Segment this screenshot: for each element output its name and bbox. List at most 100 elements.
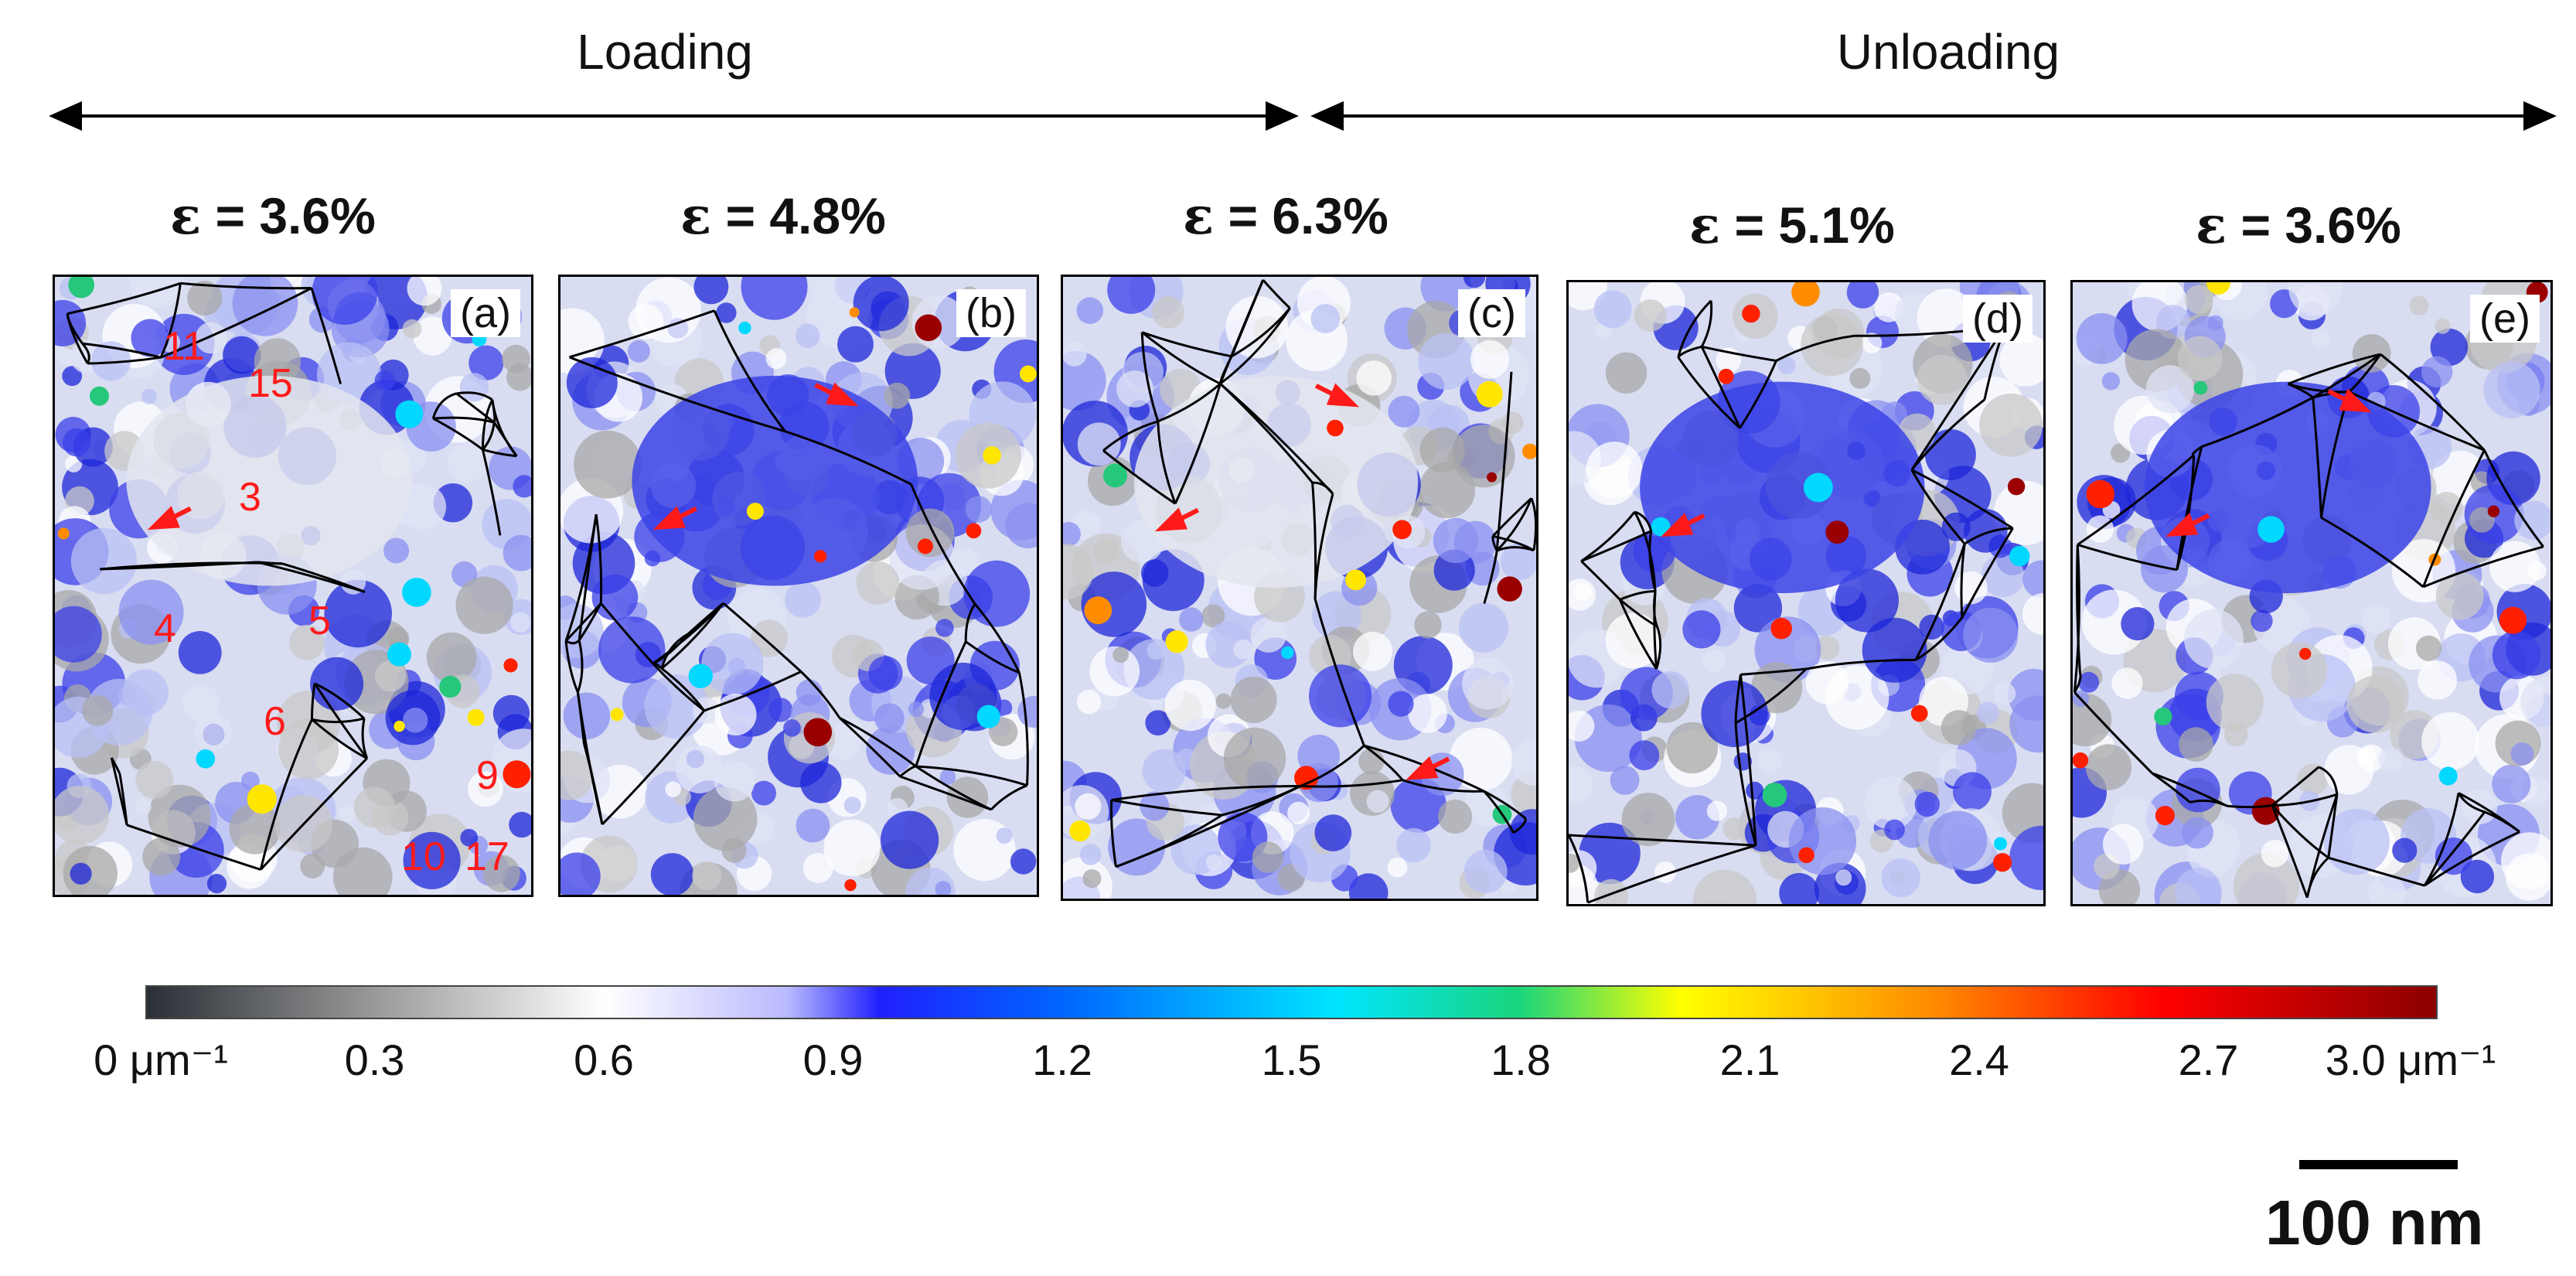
hotspot: [68, 277, 94, 299]
hotspot: [1770, 617, 1792, 640]
density-blob: [400, 483, 446, 530]
hotspot: [2257, 516, 2285, 543]
panel-b: (b): [558, 275, 1039, 897]
grain-boundary: [2077, 543, 2178, 571]
hotspot: [983, 446, 1001, 465]
grain-boundary: [652, 602, 724, 665]
grain-boundary: [1677, 299, 1712, 358]
density-blob: [561, 852, 601, 895]
density-blob: [340, 569, 366, 595]
grain-boundary: [1102, 420, 1159, 452]
density-blob: [1075, 793, 1102, 820]
density-blob: [2368, 875, 2406, 904]
grain-boundary: [310, 288, 342, 384]
density-blob: [509, 811, 531, 838]
density-blob: [1113, 647, 1129, 664]
density-blob: [178, 631, 222, 674]
density-blob: [2009, 825, 2043, 890]
density-blob: [513, 475, 531, 498]
central-grain: [1640, 381, 1925, 593]
hotspot: [1522, 443, 1536, 459]
density-blob: [874, 703, 905, 734]
central-grain: [632, 375, 918, 586]
density-blob: [1651, 670, 1689, 709]
density-blob: [1123, 639, 1185, 700]
density-map: [2073, 282, 2550, 904]
grain-boundary: [312, 717, 365, 724]
grain-boundary: [361, 718, 369, 759]
grain-boundary: [1262, 279, 1291, 309]
grain-boundary: [915, 641, 967, 767]
density-blob: [1666, 722, 1719, 774]
density-blob: [1849, 367, 1871, 389]
panel-c: (c): [1061, 275, 1538, 901]
density-blob: [1692, 869, 1757, 904]
density-blob: [1777, 357, 1796, 375]
density-blob: [1846, 282, 1879, 309]
grain-boundary: [1530, 497, 1536, 551]
hotspot: [849, 307, 860, 318]
grain-boundary: [2320, 517, 2424, 589]
density-blob: [469, 345, 504, 380]
density-blob: [1438, 799, 1473, 834]
density-blob: [1634, 299, 1667, 332]
density-blob: [2460, 859, 2495, 894]
density-blob: [407, 277, 442, 306]
grain-boundary: [1700, 300, 1713, 348]
colorbar: [145, 985, 2438, 1019]
grain-label-10: 10: [401, 834, 446, 879]
density-blob: [1233, 639, 1253, 660]
grain-boundary: [601, 709, 705, 826]
grain-boundary: [1775, 334, 1855, 362]
density-blob: [1463, 277, 1486, 288]
grain-boundary: [432, 417, 484, 451]
grain-boundary: [1805, 658, 1917, 670]
density-blob: [768, 698, 793, 722]
density-blob: [2233, 852, 2300, 904]
density-blob: [650, 853, 694, 895]
density-blob: [1201, 604, 1225, 628]
density-blob: [1063, 521, 1081, 547]
density-blob: [1309, 664, 1372, 728]
density-blob: [142, 838, 181, 876]
grain-boundary: [1109, 800, 1117, 868]
hotspot: [1476, 380, 1503, 408]
grain-boundary: [722, 602, 802, 673]
grain-boundary: [1618, 599, 1658, 670]
density-blob: [2392, 838, 2418, 863]
density-blob: [135, 760, 174, 799]
grain-boundary: [2287, 353, 2381, 385]
density-blob: [627, 339, 650, 363]
grain-boundary: [1735, 667, 1808, 725]
density-blob: [1164, 679, 1216, 732]
grain-boundary: [964, 603, 976, 642]
density-blob: [1706, 800, 1727, 821]
grain-boundary: [915, 765, 1027, 787]
density-blob: [1433, 517, 1479, 564]
density-blob: [2184, 285, 2214, 314]
density-blob: [1353, 631, 1393, 671]
density-blob: [856, 561, 900, 605]
density-map: [561, 277, 1037, 895]
density-blob: [1963, 607, 2019, 663]
density-blob: [2483, 361, 2540, 418]
grain-boundary: [1700, 346, 1741, 429]
grain-boundary: [2328, 856, 2425, 887]
density-blob: [374, 370, 396, 391]
density-blob: [2271, 642, 2327, 698]
density-blob: [135, 798, 152, 816]
density-blob: [338, 804, 356, 823]
grain-boundary: [2318, 766, 2339, 795]
hotspot: [610, 708, 624, 722]
loading-label: Loading: [577, 24, 753, 80]
density-blob: [741, 277, 808, 320]
grain-boundary: [990, 784, 1028, 810]
hotspot: [1742, 304, 1760, 323]
density-blob: [195, 322, 227, 354]
density-blob: [1701, 680, 1768, 748]
density-blob: [2078, 671, 2100, 693]
density-blob: [1010, 848, 1037, 875]
density-blob: [1250, 616, 1286, 653]
grain-boundary: [1496, 546, 1535, 552]
grain-boundary: [311, 718, 368, 759]
